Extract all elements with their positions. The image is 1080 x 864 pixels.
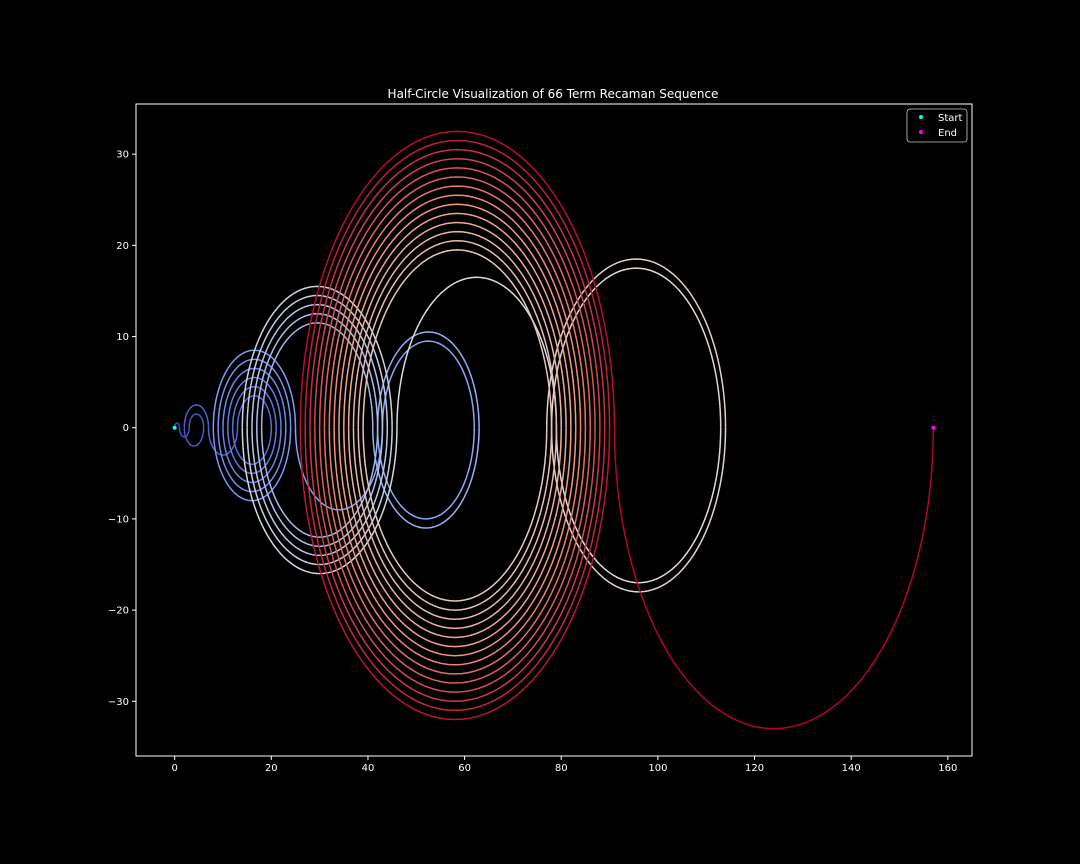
arc-segment (260, 427, 379, 538)
y-tick-label: 0 (123, 423, 129, 434)
arc-segment (188, 413, 205, 428)
arc-segment (362, 427, 548, 602)
arc-segment (338, 427, 572, 648)
arc-segment (173, 422, 181, 428)
arc-segment (362, 249, 553, 428)
axes-frame (135, 103, 973, 757)
x-tick-label: 80 (555, 763, 568, 774)
start-marker (172, 425, 177, 430)
arc-segment (309, 148, 606, 428)
y-tick-label: 10 (116, 332, 129, 343)
legend-start-label: Start (938, 113, 963, 124)
arc-segment (299, 427, 611, 721)
arc-series (173, 130, 935, 730)
x-tick-label: 160 (938, 763, 957, 774)
arc-segment (260, 322, 374, 428)
arc-segment (372, 427, 480, 529)
arc-segment (328, 427, 582, 666)
end-marker (931, 425, 936, 430)
arc-segment (241, 285, 393, 428)
arc-segment (343, 427, 567, 639)
legend-end-marker (919, 130, 923, 134)
arc-segment (323, 176, 591, 428)
arc-segment (309, 427, 601, 703)
x-axis-ticks: 0 20 40 60 80 100 120 140 160 (171, 756, 957, 774)
x-tick-label: 60 (458, 763, 471, 774)
arc-segment (207, 427, 239, 456)
arc-segment (314, 427, 596, 693)
arc-segment (343, 212, 572, 428)
arc-segment (376, 331, 480, 428)
legend[interactable]: Start End (906, 108, 968, 143)
arc-segment (227, 376, 282, 428)
arc-segment (357, 240, 558, 428)
arc-segment (328, 185, 587, 428)
x-tick-label: 20 (265, 763, 278, 774)
arc-segment (251, 303, 384, 428)
y-tick-label: 30 (116, 150, 129, 161)
arc-segment (183, 427, 205, 447)
x-tick-label: 0 (171, 763, 177, 774)
y-axis-ticks: −30 −20 −10 0 10 20 30 (108, 150, 136, 708)
arc-segment (217, 427, 287, 493)
arc-segment (347, 427, 562, 630)
arc-segment (314, 157, 601, 428)
arc-segment (299, 130, 616, 428)
arc-segment (178, 427, 190, 438)
arc-segment (304, 427, 606, 712)
arc-segment (347, 221, 567, 428)
arc-segment (333, 427, 577, 657)
arc-segment (183, 404, 210, 428)
arc-segment (613, 427, 935, 730)
markers (172, 425, 936, 430)
arc-segment (546, 258, 727, 428)
x-tick-label: 140 (842, 763, 861, 774)
arc-segment (318, 167, 596, 428)
arc-segment (357, 427, 553, 611)
arc-segment (352, 427, 558, 620)
arc-segment (555, 427, 722, 584)
y-tick-label: −20 (108, 606, 129, 617)
arc-segment (550, 427, 727, 593)
arc-segment (251, 427, 389, 557)
legend-end-label: End (938, 128, 957, 139)
arc-segment (241, 427, 398, 575)
y-tick-label: −10 (108, 514, 129, 525)
x-tick-label: 120 (745, 763, 764, 774)
x-tick-label: 40 (362, 763, 375, 774)
arc-segment (323, 427, 587, 675)
y-tick-label: −30 (108, 697, 129, 708)
arc-segment (396, 276, 558, 428)
x-tick-label: 100 (648, 763, 667, 774)
arc-segment (304, 139, 611, 428)
y-tick-label: 20 (116, 241, 129, 252)
arc-segment (217, 358, 292, 428)
arc-segment (333, 194, 582, 428)
arc-segment (352, 230, 562, 428)
arc-segment (376, 427, 476, 520)
arc-segment (222, 427, 282, 484)
arc-segment (318, 427, 591, 684)
chart-title: Half-Circle Visualization of 66 Term Rec… (388, 87, 719, 101)
arc-segment (246, 427, 393, 566)
arc-segment (338, 203, 577, 428)
arc-segment (231, 427, 273, 465)
arc-segment (231, 385, 277, 428)
legend-start-marker (919, 115, 923, 119)
